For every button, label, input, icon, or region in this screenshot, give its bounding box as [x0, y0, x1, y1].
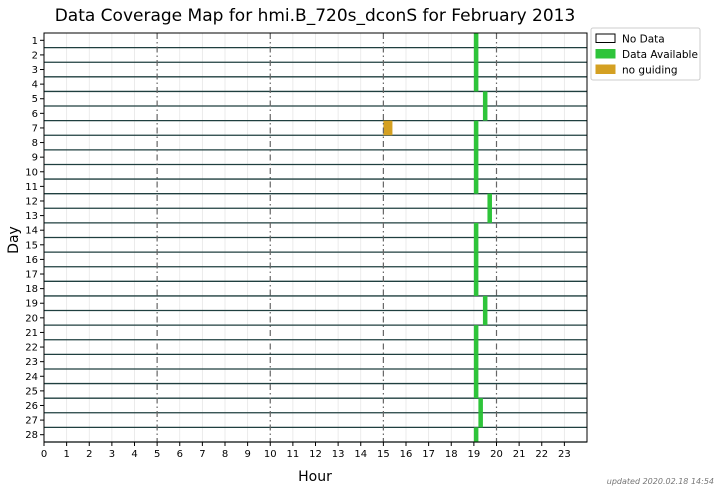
legend-label-data-available: Data Available: [622, 49, 698, 61]
data-available-mark-day-26: [478, 398, 483, 413]
y-tick-label-23: 23: [25, 357, 38, 368]
data-available-mark-day-11: [473, 179, 479, 194]
x-axis-label: Hour: [298, 469, 332, 485]
y-tick-label-28: 28: [25, 430, 38, 441]
data-available-mark-day-17: [473, 266, 479, 282]
chart-title: Data Coverage Map for hmi.B_720s_dconS f…: [55, 6, 576, 26]
data-available-mark-day-10: [473, 164, 479, 180]
y-tick-label-15: 15: [25, 240, 38, 251]
y-axis-label: Day: [6, 226, 22, 254]
data-available-mark-day-9: [473, 149, 479, 165]
x-tick-label-18: 18: [445, 449, 458, 460]
y-tick-label-4: 4: [32, 80, 38, 91]
x-tick-label-5: 5: [154, 449, 160, 460]
legend-swatch-no-data: [595, 33, 616, 43]
y-tick-label-19: 19: [25, 299, 38, 310]
x-tick-label-4: 4: [131, 449, 137, 460]
data-available-mark-day-2: [473, 47, 479, 63]
y-tick-label-11: 11: [25, 182, 38, 193]
y-tick-label-3: 3: [32, 65, 38, 76]
x-tick-label-12: 12: [309, 449, 322, 460]
x-tick-label-10: 10: [264, 449, 277, 460]
y-tick-label-2: 2: [32, 50, 38, 61]
y-tick-label-10: 10: [25, 167, 38, 178]
y-tick-label-17: 17: [25, 270, 38, 281]
y-tick-label-18: 18: [25, 284, 38, 295]
legend-swatch-no-guiding: [595, 64, 616, 74]
x-tick-label-1: 1: [63, 449, 69, 460]
data-available-mark-day-20: [482, 310, 488, 326]
data-available-mark-day-3: [473, 62, 479, 77]
y-tick-label-14: 14: [25, 226, 38, 237]
x-tick-label-9: 9: [244, 449, 250, 460]
y-tick-label-13: 13: [25, 211, 38, 222]
data-available-mark-day-12: [487, 193, 492, 209]
x-tick-label-2: 2: [86, 449, 92, 460]
x-tick-label-23: 23: [558, 449, 571, 460]
data-available-mark-day-1: [473, 33, 479, 48]
updated-timestamp: updated 2020.02.18 14:54: [607, 477, 714, 486]
y-tick-label-1: 1: [32, 36, 38, 47]
data-available-mark-day-24: [473, 368, 479, 384]
no-guiding-mark-day-7: [383, 120, 393, 136]
y-tick-label-6: 6: [32, 109, 38, 120]
x-tick-label-13: 13: [332, 449, 345, 460]
legend-swatch-data-available: [595, 49, 616, 59]
y-tick-label-16: 16: [25, 255, 38, 266]
y-tick-label-26: 26: [25, 401, 38, 412]
x-tick-label-22: 22: [535, 449, 548, 460]
data-available-mark-day-5: [482, 91, 488, 107]
data-available-mark-day-28: [473, 427, 479, 442]
x-tick-label-7: 7: [199, 449, 205, 460]
data-available-mark-day-6: [482, 106, 488, 121]
data-available-mark-day-25: [473, 383, 479, 399]
y-tick-label-8: 8: [32, 138, 38, 149]
y-tick-label-22: 22: [25, 343, 38, 354]
x-tick-label-19: 19: [468, 449, 481, 460]
data-available-mark-day-15: [473, 237, 479, 253]
x-tick-label-6: 6: [177, 449, 183, 460]
x-tick-label-0: 0: [41, 449, 47, 460]
x-tick-label-3: 3: [109, 449, 115, 460]
y-tick-label-27: 27: [25, 416, 38, 427]
x-tick-label-21: 21: [513, 449, 526, 460]
y-tick-label-20: 20: [25, 313, 38, 324]
x-tick-label-15: 15: [377, 449, 390, 460]
data-available-mark-day-8: [473, 135, 479, 150]
data-available-mark-day-13: [487, 208, 492, 223]
plot-area: 0 1 2 3 4 5 6 7 8 9 10 11 12 13 14 15 16 17 18 19 20 21 22 2312…: [25, 32, 588, 460]
y-tick-label-9: 9: [32, 153, 38, 164]
legend-label-no-data: No Data: [622, 34, 665, 46]
x-tick-label-16: 16: [400, 449, 413, 460]
data-available-mark-day-16: [473, 252, 479, 267]
data-available-mark-day-7: [473, 120, 479, 136]
x-tick-label-17: 17: [422, 449, 435, 460]
x-tick-label-14: 14: [354, 449, 367, 460]
y-tick-label-24: 24: [25, 372, 38, 383]
y-tick-label-12: 12: [25, 196, 38, 207]
y-tick-label-21: 21: [25, 328, 38, 339]
x-tick-label-8: 8: [222, 449, 228, 460]
data-available-mark-day-23: [473, 354, 479, 369]
y-tick-label-7: 7: [32, 123, 38, 134]
legend-box: [590, 27, 701, 81]
legend-label-no-guiding: no guiding: [622, 65, 678, 77]
data-available-mark-day-19: [482, 295, 488, 311]
data-available-mark-day-21: [473, 325, 479, 340]
y-tick-label-5: 5: [32, 94, 38, 105]
x-tick-label-20: 20: [490, 449, 503, 460]
legend: No Data Data Available no guiding: [590, 27, 701, 81]
data-available-mark-day-4: [473, 76, 479, 92]
y-tick-label-25: 25: [25, 386, 38, 397]
data-available-mark-day-22: [473, 339, 479, 355]
x-tick-label-11: 11: [287, 449, 300, 460]
data-available-mark-day-18: [473, 281, 479, 296]
data-available-mark-day-27: [478, 412, 483, 428]
data-available-mark-day-14: [473, 222, 479, 238]
